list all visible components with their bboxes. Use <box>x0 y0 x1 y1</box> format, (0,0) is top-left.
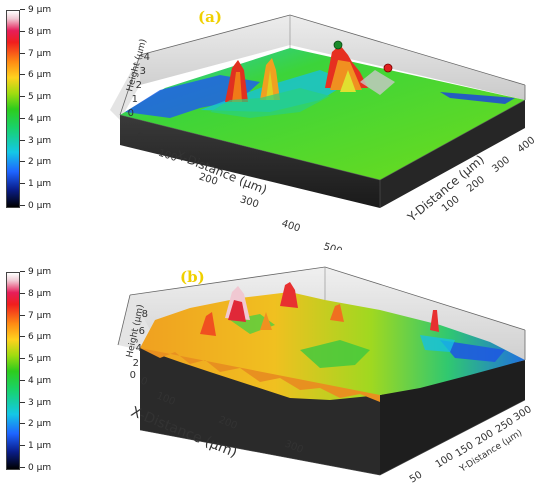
height-tick: 2 <box>136 80 142 91</box>
colorbar-label: 4 µm <box>20 114 51 124</box>
height-tick: 4 <box>136 343 142 354</box>
marker-green-a <box>333 40 343 50</box>
colorbar-label: 8 µm <box>20 289 51 299</box>
panel-a-tag: (a) <box>198 8 222 26</box>
height-tick: 6 <box>139 326 145 337</box>
height-tick: 4 <box>144 52 150 63</box>
colorbar-label: 1 µm <box>20 441 51 451</box>
surface-blue-right-a <box>440 92 515 104</box>
colorbar-label: 9 µm <box>20 5 51 15</box>
base-side-a <box>120 115 380 208</box>
peak-cluster-b-a <box>330 60 362 90</box>
colorbar-label: 4 µm <box>20 376 51 386</box>
peak-2b-a <box>266 70 274 100</box>
x-tick: 0 <box>135 131 144 143</box>
peak-2-b <box>280 282 298 308</box>
x-tick: 300 <box>238 194 260 210</box>
height-tick: 2 <box>133 358 139 369</box>
colorbar-label: 5 µm <box>20 354 51 364</box>
base-front-a <box>380 100 525 208</box>
peak-3-b <box>200 312 216 336</box>
surface-plot-a: 4 3 2 1 0 Height (µm) 0 100 200 300 400 … <box>110 14 538 250</box>
height-tick: 0 <box>130 370 136 381</box>
colorbar-label: 2 µm <box>20 419 51 429</box>
colorbar-label: 2 µm <box>20 157 51 167</box>
back-wall-b <box>130 267 525 360</box>
colorbar-label: 7 µm <box>20 311 51 321</box>
x-tick: 500 <box>322 241 344 250</box>
colorbar-label: 0 µm <box>20 201 51 211</box>
base-side-b <box>140 348 380 475</box>
height-tick: 8 <box>142 309 148 320</box>
height-tick: 1 <box>132 94 138 105</box>
colorbar-label: 5 µm <box>20 92 51 102</box>
panel-b: 9 µm 8 µm 7 µm 6 µm 5 µm 4 µm 3 µm 2 µm … <box>0 250 550 500</box>
ridge-a <box>360 70 395 95</box>
colorbar-label: 3 µm <box>20 398 51 408</box>
peak-5-b <box>430 310 439 332</box>
colorbar-label: 6 µm <box>20 332 51 342</box>
peak-4-b <box>330 304 344 322</box>
mid-green-a <box>210 88 330 118</box>
colorbar-b <box>6 272 20 470</box>
colorbar-a-labels: 9 µm 8 µm 7 µm 6 µm 5 µm 4 µm 3 µm 2 µm … <box>20 5 80 211</box>
colorbar-label: 8 µm <box>20 27 51 37</box>
peak-1b-a <box>232 72 242 102</box>
y-tick: 400 <box>516 135 538 155</box>
y-tick: 50 <box>408 469 425 485</box>
base-front-b <box>380 360 525 475</box>
x-tick: 400 <box>280 218 302 234</box>
surface-plot-b: 8 6 4 2 0 Height (µm) 0 100 200 300 X-Di… <box>117 266 534 486</box>
colorbar-label: 1 µm <box>20 179 51 189</box>
surface-blue-zone-a <box>125 75 260 118</box>
y-tick: 100 <box>434 451 456 470</box>
colorbar-label: 6 µm <box>20 70 51 80</box>
panel-a: 9 µm 8 µm 7 µm 6 µm 5 µm 4 µm 3 µm 2 µm … <box>0 0 550 250</box>
left-wall-a <box>110 55 140 120</box>
colorbar-label: 0 µm <box>20 463 51 473</box>
peak-1b-b <box>228 300 246 322</box>
colorbar-label: 3 µm <box>20 136 51 146</box>
peak-6-b <box>260 312 272 330</box>
y-tick: 300 <box>512 404 534 423</box>
surface-blue-patch-b <box>440 340 505 362</box>
surface-front-edge-b <box>140 348 380 402</box>
colorbar-label: 7 µm <box>20 49 51 59</box>
x-tick: 0 <box>139 376 149 389</box>
panel-b-tag: (b) <box>180 268 205 286</box>
colorbar-label: 9 µm <box>20 267 51 277</box>
marker-red-a <box>383 63 393 73</box>
peak-cluster-c-a <box>340 70 356 92</box>
colorbar-b-labels: 9 µm 8 µm 7 µm 6 µm 5 µm 4 µm 3 µm 2 µm … <box>20 267 80 473</box>
height-tick: 0 <box>128 108 134 119</box>
left-wall-b <box>118 295 150 350</box>
surface-cyan-patch-b <box>420 335 455 352</box>
colorbar-a <box>6 10 20 208</box>
back-wall-a <box>140 15 525 100</box>
y-tick: 300 <box>490 155 512 175</box>
height-tick: 3 <box>140 66 146 77</box>
surface-green-patch-b <box>300 340 370 368</box>
